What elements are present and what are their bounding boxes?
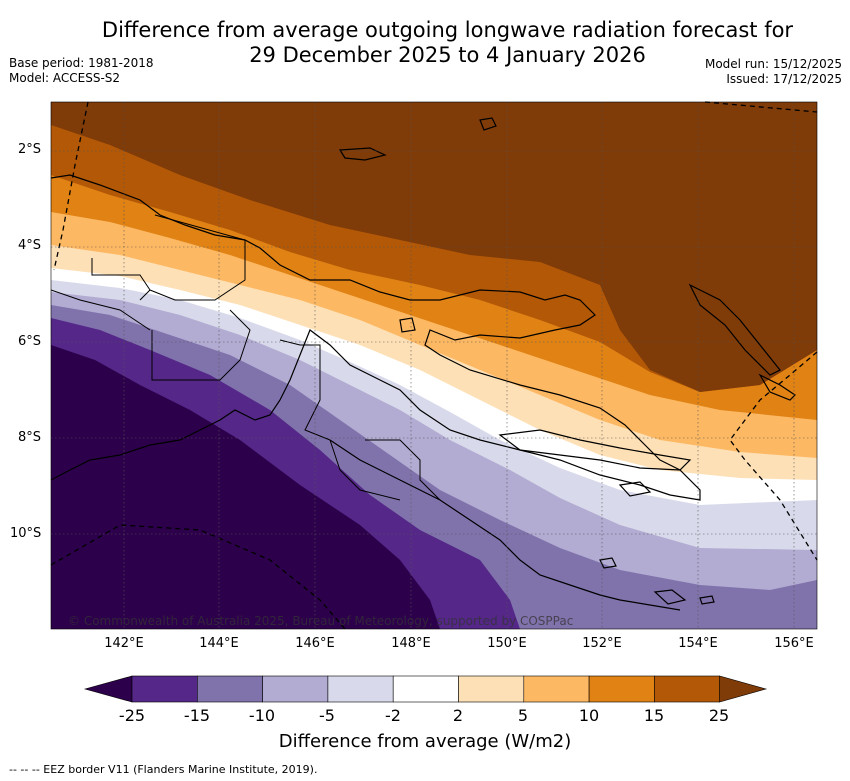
lon-tick: 156°E [774,636,814,651]
colorbar-extend-low [83,675,133,703]
colorbar [83,675,768,703]
new-britain [498,429,692,471]
province-border-2 [91,258,151,291]
colorbar-label: -25 [118,706,146,725]
borders [51,214,441,501]
lon-tick: 144°E [199,636,239,651]
eez-line-northeast [704,101,818,113]
title-line-2: 29 December 2025 to 4 January 2026 [249,43,646,67]
island-b [399,317,416,333]
lat-tick: 10°S [10,526,42,541]
intl-border [51,289,151,331]
province-border-4 [279,339,331,441]
eez-line-east [729,351,818,561]
lon-tick: 142°E [104,636,144,651]
title-line-1: Difference from average outgoing longwav… [101,18,794,42]
province-border-5 [329,439,401,501]
island-e [699,595,715,605]
model-name: Model: ACCESS-S2 [9,71,121,85]
colorbar-segment [654,675,721,703]
colorbar-label: -15 [183,706,211,725]
copyright-notice: © Commonwealth of Australia 2025, Bureau… [68,614,574,628]
new-ireland [688,283,781,376]
meta-right: Model run: 15/12/2025 Issued: 17/12/2025 [705,57,842,87]
band-gt-25 [51,102,817,392]
colorbar-segment [197,675,263,703]
lat-tick: 8°S [18,430,42,445]
coastlines [51,117,796,611]
province-border-6 [365,439,441,501]
lat-tick: 6°S [18,334,42,349]
colorbar-segment [523,675,590,703]
colorbar-segment [392,675,459,703]
lon-tick: 148°E [391,636,431,651]
colorbar-label: -5 [319,706,335,725]
manus-island [338,147,387,161]
southeast-peninsula [329,439,681,611]
base-period: Base period: 1981-2018 [9,56,154,70]
colorbar-extend-high [719,675,768,703]
colorbar-title: Difference from average (W/m2) [278,731,572,752]
lon-tick: 146°E [295,636,335,651]
colorbar-label: 10 [578,706,600,725]
colorbar-label: 2 [452,706,464,725]
model-run: Model run: 15/12/2025 [704,57,842,71]
lat-tick: 4°S [18,238,42,253]
eez-line-southwest [50,524,346,630]
colorbar-segment [131,675,198,703]
colorbar-segment [458,675,525,703]
colorbar-label: -10 [248,706,276,725]
meta-left: Base period: 1981-2018 Model: ACCESS-S2 [9,56,154,86]
bougainville [758,373,796,401]
colorbar-segment [327,675,394,703]
island-f [599,557,617,569]
new-guinea-coast [51,174,701,501]
issued-date: Issued: 17/12/2025 [726,72,842,86]
colorbar-label: -2 [385,706,401,725]
province-border-3 [151,309,251,381]
colorbar-segment [262,675,329,703]
chart-title: Difference from average outgoing longwav… [60,18,835,68]
island-a [479,117,497,131]
colorbar-label: 25 [708,706,730,725]
eez-footnote: -- -- -- EEZ border V11 (Flanders Marine… [9,763,318,776]
lat-tick: 2°S [18,142,42,157]
colorbar-segment [588,675,655,703]
eez-border [50,101,818,630]
island-c [618,481,652,497]
lon-tick: 154°E [678,636,718,651]
anomaly-field [51,102,817,629]
colorbar-label: 5 [517,706,529,725]
island-d [653,589,687,605]
lon-tick: 150°E [487,636,527,651]
lon-tick: 152°E [582,636,622,651]
colorbar-label: 15 [643,706,665,725]
map-frame [50,101,818,630]
